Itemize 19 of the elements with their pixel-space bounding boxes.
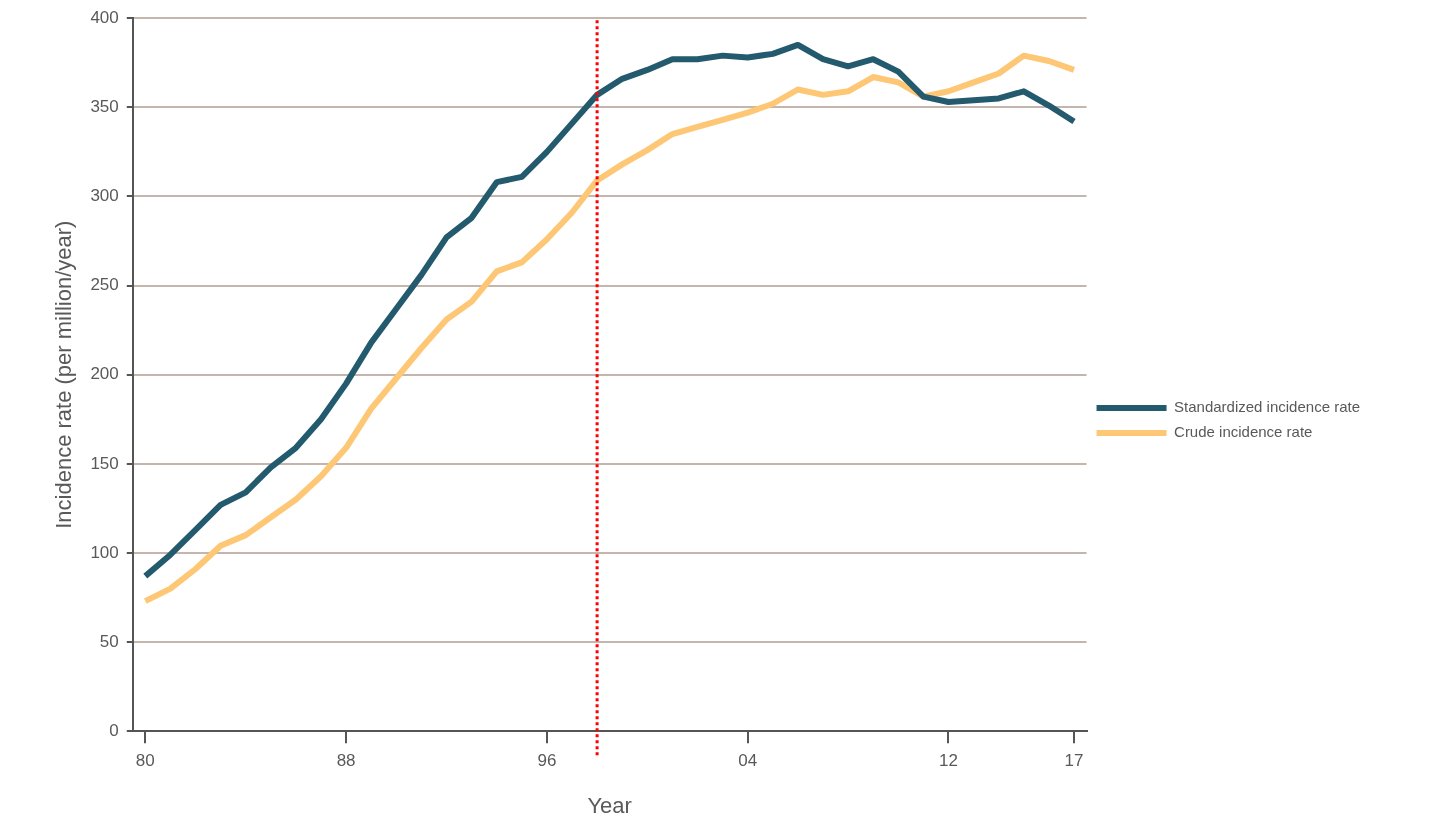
y-tick-label: 400 xyxy=(90,7,119,27)
legend-label: Crude incidence rate xyxy=(1174,423,1313,441)
y-tick-label: 0 xyxy=(109,720,119,740)
x-axis-title: Year xyxy=(587,792,632,818)
y-tick-label: 300 xyxy=(90,186,119,206)
x-tick-label: 80 xyxy=(135,751,155,771)
legend-label: Standardized incidence rate xyxy=(1174,398,1361,416)
y-axis-title: Incidence rate (per million/year) xyxy=(51,220,77,529)
x-tick-label: 17 xyxy=(1064,751,1084,771)
x-tick-label: 96 xyxy=(537,751,557,771)
y-tick-label: 350 xyxy=(90,97,119,117)
x-tick-label: 12 xyxy=(939,751,958,771)
y-tick-label: 200 xyxy=(90,364,119,384)
x-tick-label: 88 xyxy=(336,751,356,771)
y-tick-label: 250 xyxy=(90,275,119,295)
y-tick-label: 150 xyxy=(90,453,119,473)
x-tick-label: 04 xyxy=(738,751,758,771)
y-tick-label: 50 xyxy=(99,631,119,651)
y-tick-label: 100 xyxy=(90,542,119,562)
